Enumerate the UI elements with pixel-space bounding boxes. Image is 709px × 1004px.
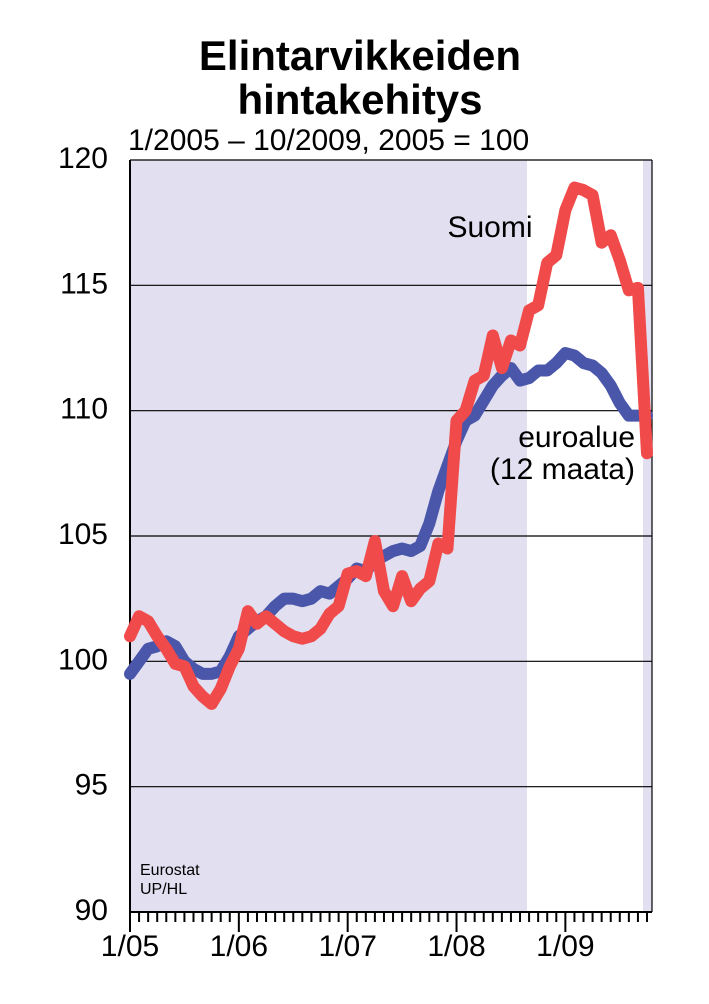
y-tick-label: 110: [60, 393, 108, 426]
series-line: [124, 181, 653, 710]
annotation: (12 maata): [490, 453, 635, 486]
y-tick-label: 95: [75, 769, 108, 802]
series-label: euroalue: [518, 421, 635, 454]
x-tick-label: 1/07: [318, 930, 376, 963]
chart-title: Elintarvikkeiden hintakehitys: [198, 32, 522, 123]
x-tick-label: 1/05: [101, 930, 159, 963]
source-note: UP/HL: [140, 881, 187, 898]
y-tick-label: 100: [58, 643, 108, 676]
y-tick-label: 120: [58, 142, 108, 175]
x-tick-label: 1/08: [427, 930, 485, 963]
x-tick-label: 1/09: [536, 930, 594, 963]
chart-subtitle: 1/2005 – 10/2009, 2005 = 100: [128, 124, 529, 157]
x-tick-label: 1/06: [210, 930, 268, 963]
y-tick-label: 105: [58, 518, 108, 551]
y-tick-label: 90: [75, 894, 108, 927]
y-tick-label: 115: [60, 267, 108, 300]
series-line: [124, 347, 653, 680]
source-note: Eurostat: [140, 862, 200, 879]
series-label: Suomi: [447, 211, 532, 244]
